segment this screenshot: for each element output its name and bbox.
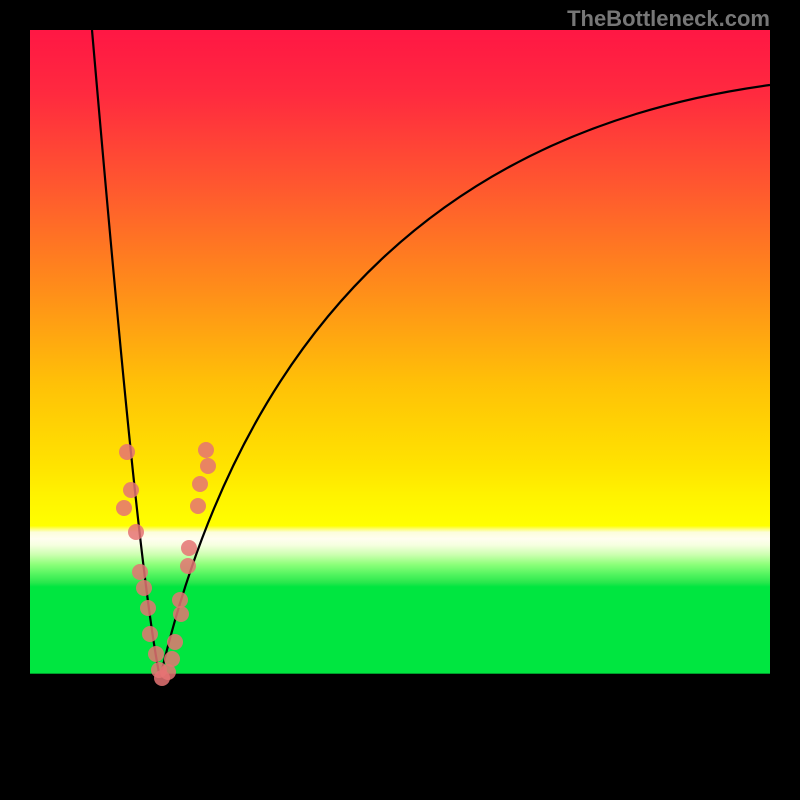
data-marker [180,558,196,574]
data-marker [142,626,158,642]
data-marker [132,564,148,580]
data-marker [198,442,214,458]
lower-black-region [30,674,770,770]
data-marker [123,482,139,498]
data-marker [140,600,156,616]
data-marker [172,592,188,608]
data-marker [136,580,152,596]
data-marker [128,524,144,540]
data-marker [119,444,135,460]
data-marker [200,458,216,474]
data-marker [167,634,183,650]
data-marker [181,540,197,556]
data-marker [164,651,180,667]
bottleneck-chart [30,30,770,770]
data-marker [190,498,206,514]
data-marker [173,606,189,622]
watermark-text: TheBottleneck.com [567,6,770,32]
data-marker [192,476,208,492]
chart-frame [30,30,770,770]
data-marker [148,646,164,662]
data-marker [116,500,132,516]
